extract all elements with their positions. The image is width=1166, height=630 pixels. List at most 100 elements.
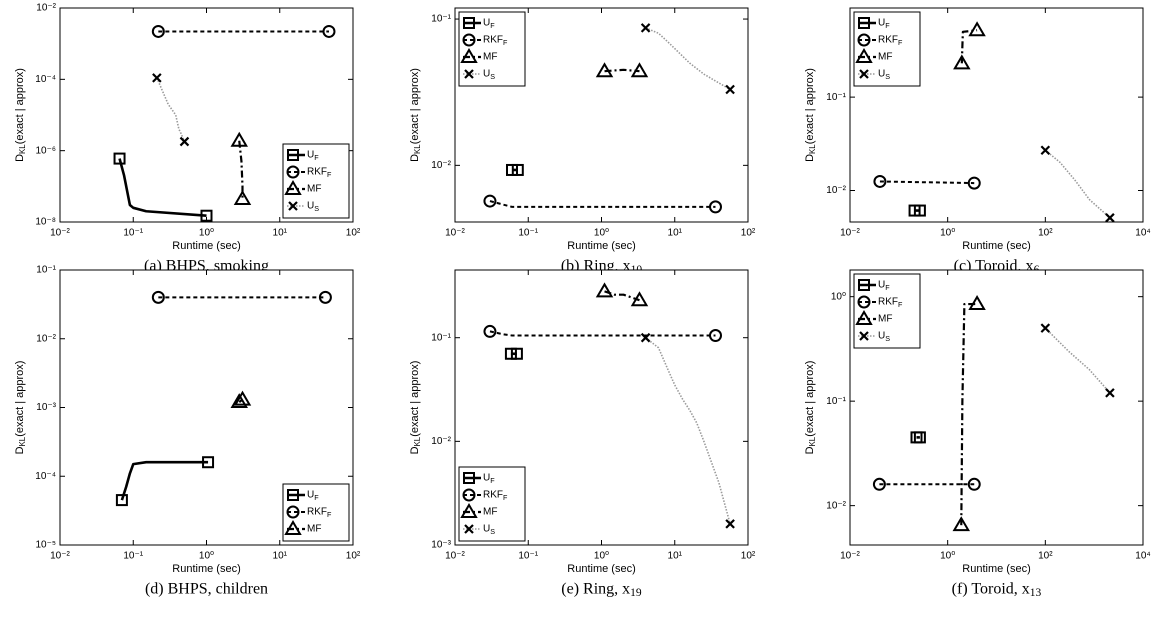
series-line [238,140,244,200]
legend-label: UF​ [878,18,890,30]
marker-x [464,524,474,534]
series-line [156,77,186,142]
marker-square [858,17,870,29]
legend-label: UF​ [483,473,495,485]
subscript: KL [413,144,422,154]
y-tick-label: 10⁻² [431,160,451,171]
y-tick-label: 10⁻³ [36,402,56,413]
marker-triangle [855,310,873,325]
x-axis-label: Runtime (sec) [962,240,1030,252]
marker-circle [483,194,497,208]
y-tick-label: 10⁻⁴ [35,471,56,482]
caption: (d) BHPS, children [145,581,268,598]
y-axis-label: DKL​(exact | approx) [409,361,422,455]
x-tick-label: 10⁻² [445,228,465,239]
marker-triangle [968,21,986,37]
x-tick-label: 10⁴ [1135,228,1150,239]
caption: (f) Toroid, x13​ [952,581,1042,599]
y-tick-label: 10⁻² [826,500,846,511]
subscript: KL [808,144,817,154]
y-tick-label: 10⁻⁶ [35,145,56,156]
legend-label: RKFF​ [878,35,903,47]
series-line [489,330,716,337]
marker-circle [462,33,476,47]
marker-triangle [595,282,614,298]
marker-square [202,456,215,469]
y-tick-label: 10⁻² [36,3,56,14]
series-layer [872,295,1115,532]
panel: 10⁻² 10⁻¹ 10⁰ 10¹ 10² 10⁻⁵ 10⁻⁴ 10⁻³ 10⁻² 10⁻¹ Run… [14,265,361,598]
x-tick-label: 10⁰ [940,228,955,239]
legend-label: US​ [878,69,890,81]
panel: 10⁻² 10⁻¹ 10⁰ 10¹ 10² 10⁻⁸ 10⁻⁶ 10⁻⁴ 10⁻² Runtime… [14,3,361,275]
x-tick-label: 10¹ [668,551,683,562]
y-tick-label: 10⁻⁵ [35,540,56,551]
x-tick-label: 10⁰ [594,551,609,562]
subscript: F [503,493,508,502]
legend: UF​ RKFF​ MF US​ [458,11,526,87]
x-tick-label: 10⁰ [199,551,214,562]
legend: UF​ RKFF​ MF US​ [458,466,526,542]
legend-label: RKFF​ [483,35,508,47]
x-tick-label: 10⁻² [840,551,860,562]
subscript: KL [413,436,422,446]
marker-x [1105,213,1115,222]
legend-label: MF [878,314,892,325]
subscript: F [898,38,903,47]
y-axis-label: DKL​(exact | approx) [14,361,27,455]
y-tick-label: 10⁻⁸ [35,217,56,228]
y-tick-label: 10⁻¹ [826,396,846,407]
marker-triangle [460,503,478,518]
marker-square [858,279,870,291]
subscript: S [490,527,495,536]
x-tick-label: 10² [741,551,756,562]
series-line [120,460,209,501]
marker-circle [462,488,476,502]
marker-x [725,84,735,95]
marker-triangle [855,48,873,63]
marker-triangle [233,190,252,206]
series-line [1044,327,1111,394]
marker-triangle [630,291,649,307]
x-tick-label: 10⁰ [940,551,955,562]
marker-triangle [233,390,252,406]
x-tick-label: 10⁻¹ [123,551,143,562]
subscript: F [503,38,508,47]
marker-square [463,17,475,29]
y-tick-label: 10⁻³ [431,540,451,551]
subscript: 19 [630,587,642,599]
x-tick-label: 10⁻² [840,228,860,239]
marker-x [859,331,869,341]
marker-triangle [284,520,302,535]
subscript: F [490,476,495,485]
legend-label: RKFF​ [307,507,332,519]
marker-x [152,73,162,83]
marker-circle [872,477,886,491]
legend-label: MF [307,184,321,195]
legend: UF​ RKFF​ MF US​ [853,11,921,87]
marker-square [115,494,128,507]
y-axis-label: DKL​(exact | approx) [409,68,422,162]
series-layer [873,21,1115,222]
series-line [645,27,731,91]
series-layer [483,282,735,529]
x-tick-label: 10¹ [273,551,288,562]
series-layer [113,24,336,222]
marker-circle [483,324,497,338]
legend-label: MF [307,524,321,535]
x-tick-label: 10² [1038,228,1053,239]
legend-box [458,11,526,87]
marker-triangle [230,393,248,409]
marker-triangle [460,48,478,63]
x-axis-label: Runtime (sec) [172,240,240,252]
marker-x [1105,388,1115,398]
series-line [118,158,207,218]
x-tick-label: 10² [346,228,361,239]
x-tick-label: 10⁴ [1135,551,1150,562]
legend: UF​ RKFF​ MF US​ [853,273,921,349]
marker-square [200,209,213,222]
legend: UF​ RKFF​ MF [282,483,350,542]
x-tick-label: 10⁻¹ [518,551,538,562]
x-tick-label: 10⁻² [50,228,70,239]
